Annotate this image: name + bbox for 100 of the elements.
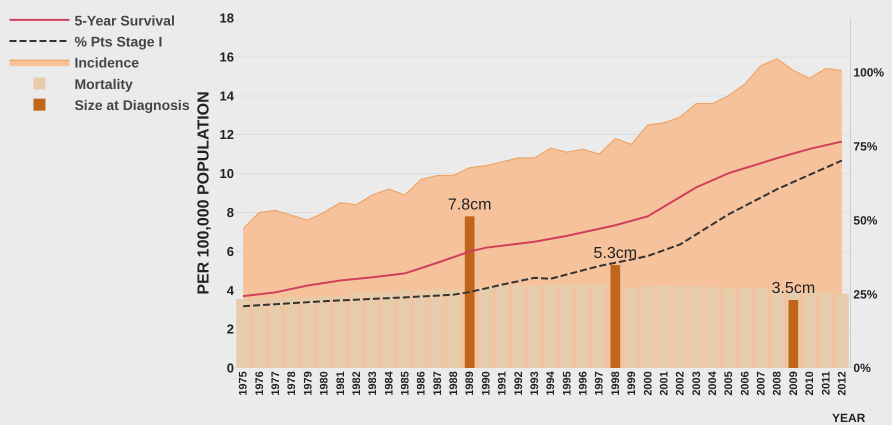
bar [333,296,348,368]
x-tick-label: 1998 [610,371,622,396]
x-tick-label: 1990 [480,371,492,396]
x-tick-label: 1986 [416,371,428,396]
x-tick-label: 1978 [286,371,298,396]
x-tick-label: 1981 [334,371,347,396]
legend-label: Size at Diagnosis [74,97,190,114]
x-tick-label: 2008 [772,371,784,396]
x-tick-label: 2012 [836,371,848,396]
y-tick-label: 16 [220,49,234,64]
bar [252,298,266,368]
y2-tick-label: 25% [853,287,878,302]
x-tick-label: 1976 [254,371,266,396]
bar [268,297,282,368]
bar [528,285,542,368]
y-tick-label: 2 [226,322,234,337]
bar [818,292,833,368]
bar [350,292,364,368]
x-tick-label: 1992 [512,371,525,396]
x-tick-label: 2007 [756,371,768,396]
y-tick-label: 14 [220,88,235,104]
y-tick-label: 6 [226,244,234,259]
bar [689,286,704,368]
bar [317,296,331,368]
bar [366,293,380,368]
y-tick-label: 12 [220,127,234,142]
x-tick-label: 1995 [561,371,574,396]
x-tick-label: 1980 [318,371,331,396]
bar [495,284,509,368]
x-tick-label: 2004 [707,370,720,396]
data-label: 3.5cm [772,280,816,297]
bar [835,294,849,368]
bar [788,300,798,368]
y-axis-title: PER 100,000 POPULATION [195,91,212,295]
bar [464,216,475,368]
line-series [242,159,843,308]
bar [446,290,460,368]
bar [624,288,638,368]
x-axis-title: YEAR [832,411,866,425]
bar [738,288,752,368]
y2-tick-label: 0% [853,361,872,376]
legend-label: Incidence [74,54,140,71]
bar [382,292,396,368]
bar [430,289,444,368]
x-tick-label: 2000 [642,371,654,396]
bar [754,288,768,368]
x-tick-label: 2003 [690,371,703,396]
bar [414,290,428,368]
x-tick-label: 1993 [528,371,541,396]
y2-tick-label: 100% [853,66,884,80]
x-tick-label: 1975 [238,371,250,396]
bar [478,287,493,368]
x-tick-label: 1982 [350,371,363,396]
x-tick-label: 2011 [820,371,832,396]
y2-tick-label: 50% [853,213,878,228]
bar [657,285,671,368]
x-tick-label: 1984 [383,370,396,396]
x-tick-label: 2005 [723,371,736,396]
x-tick-label: 1997 [594,371,606,396]
x-tick-label: 2001 [658,371,670,396]
bar [544,284,558,368]
x-tick-label: 1977 [270,371,282,396]
y-tick-label: 8 [226,204,234,220]
x-tick-label: 1989 [464,371,476,396]
bar [560,284,574,368]
y-tick-label: 18 [220,10,234,26]
x-tick-label: 2009 [788,371,800,396]
x-tick-label: 1983 [367,371,380,396]
x-tick-label: 1985 [400,371,412,396]
bar [236,298,250,368]
x-tick-label: 1988 [448,371,460,396]
bar [640,286,655,368]
bar [610,264,620,368]
x-tick-label: 2006 [739,371,752,396]
bar [511,284,526,368]
line-series [242,140,843,298]
x-tick-label: 2010 [804,371,816,396]
x-tick-label: 1979 [302,371,314,396]
bar [673,286,687,368]
legend-label: % Pts Stage I [74,34,162,50]
y-tick-label: 10 [220,166,234,182]
legend-label: Mortality [74,76,134,92]
bar [300,298,315,368]
bar [398,290,412,368]
y-tick-label: 4 [226,282,235,298]
x-tick-label: 1987 [432,371,444,396]
x-tick-label: 2002 [674,371,687,396]
x-tick-label: 1999 [626,371,638,396]
x-tick-label: 1994 [545,370,558,396]
bar [284,297,299,368]
bar [576,284,590,368]
x-tick-label: 1996 [578,371,590,396]
data-label: 5.3cm [594,244,638,262]
bar [706,287,720,368]
x-tick-label: 1991 [496,371,509,396]
bar [722,288,736,368]
data-label: 7.8cm [448,196,492,214]
y2-tick-label: 75% [853,139,878,154]
bar [592,284,606,368]
legend-label: 5-Year Survival [74,12,175,28]
